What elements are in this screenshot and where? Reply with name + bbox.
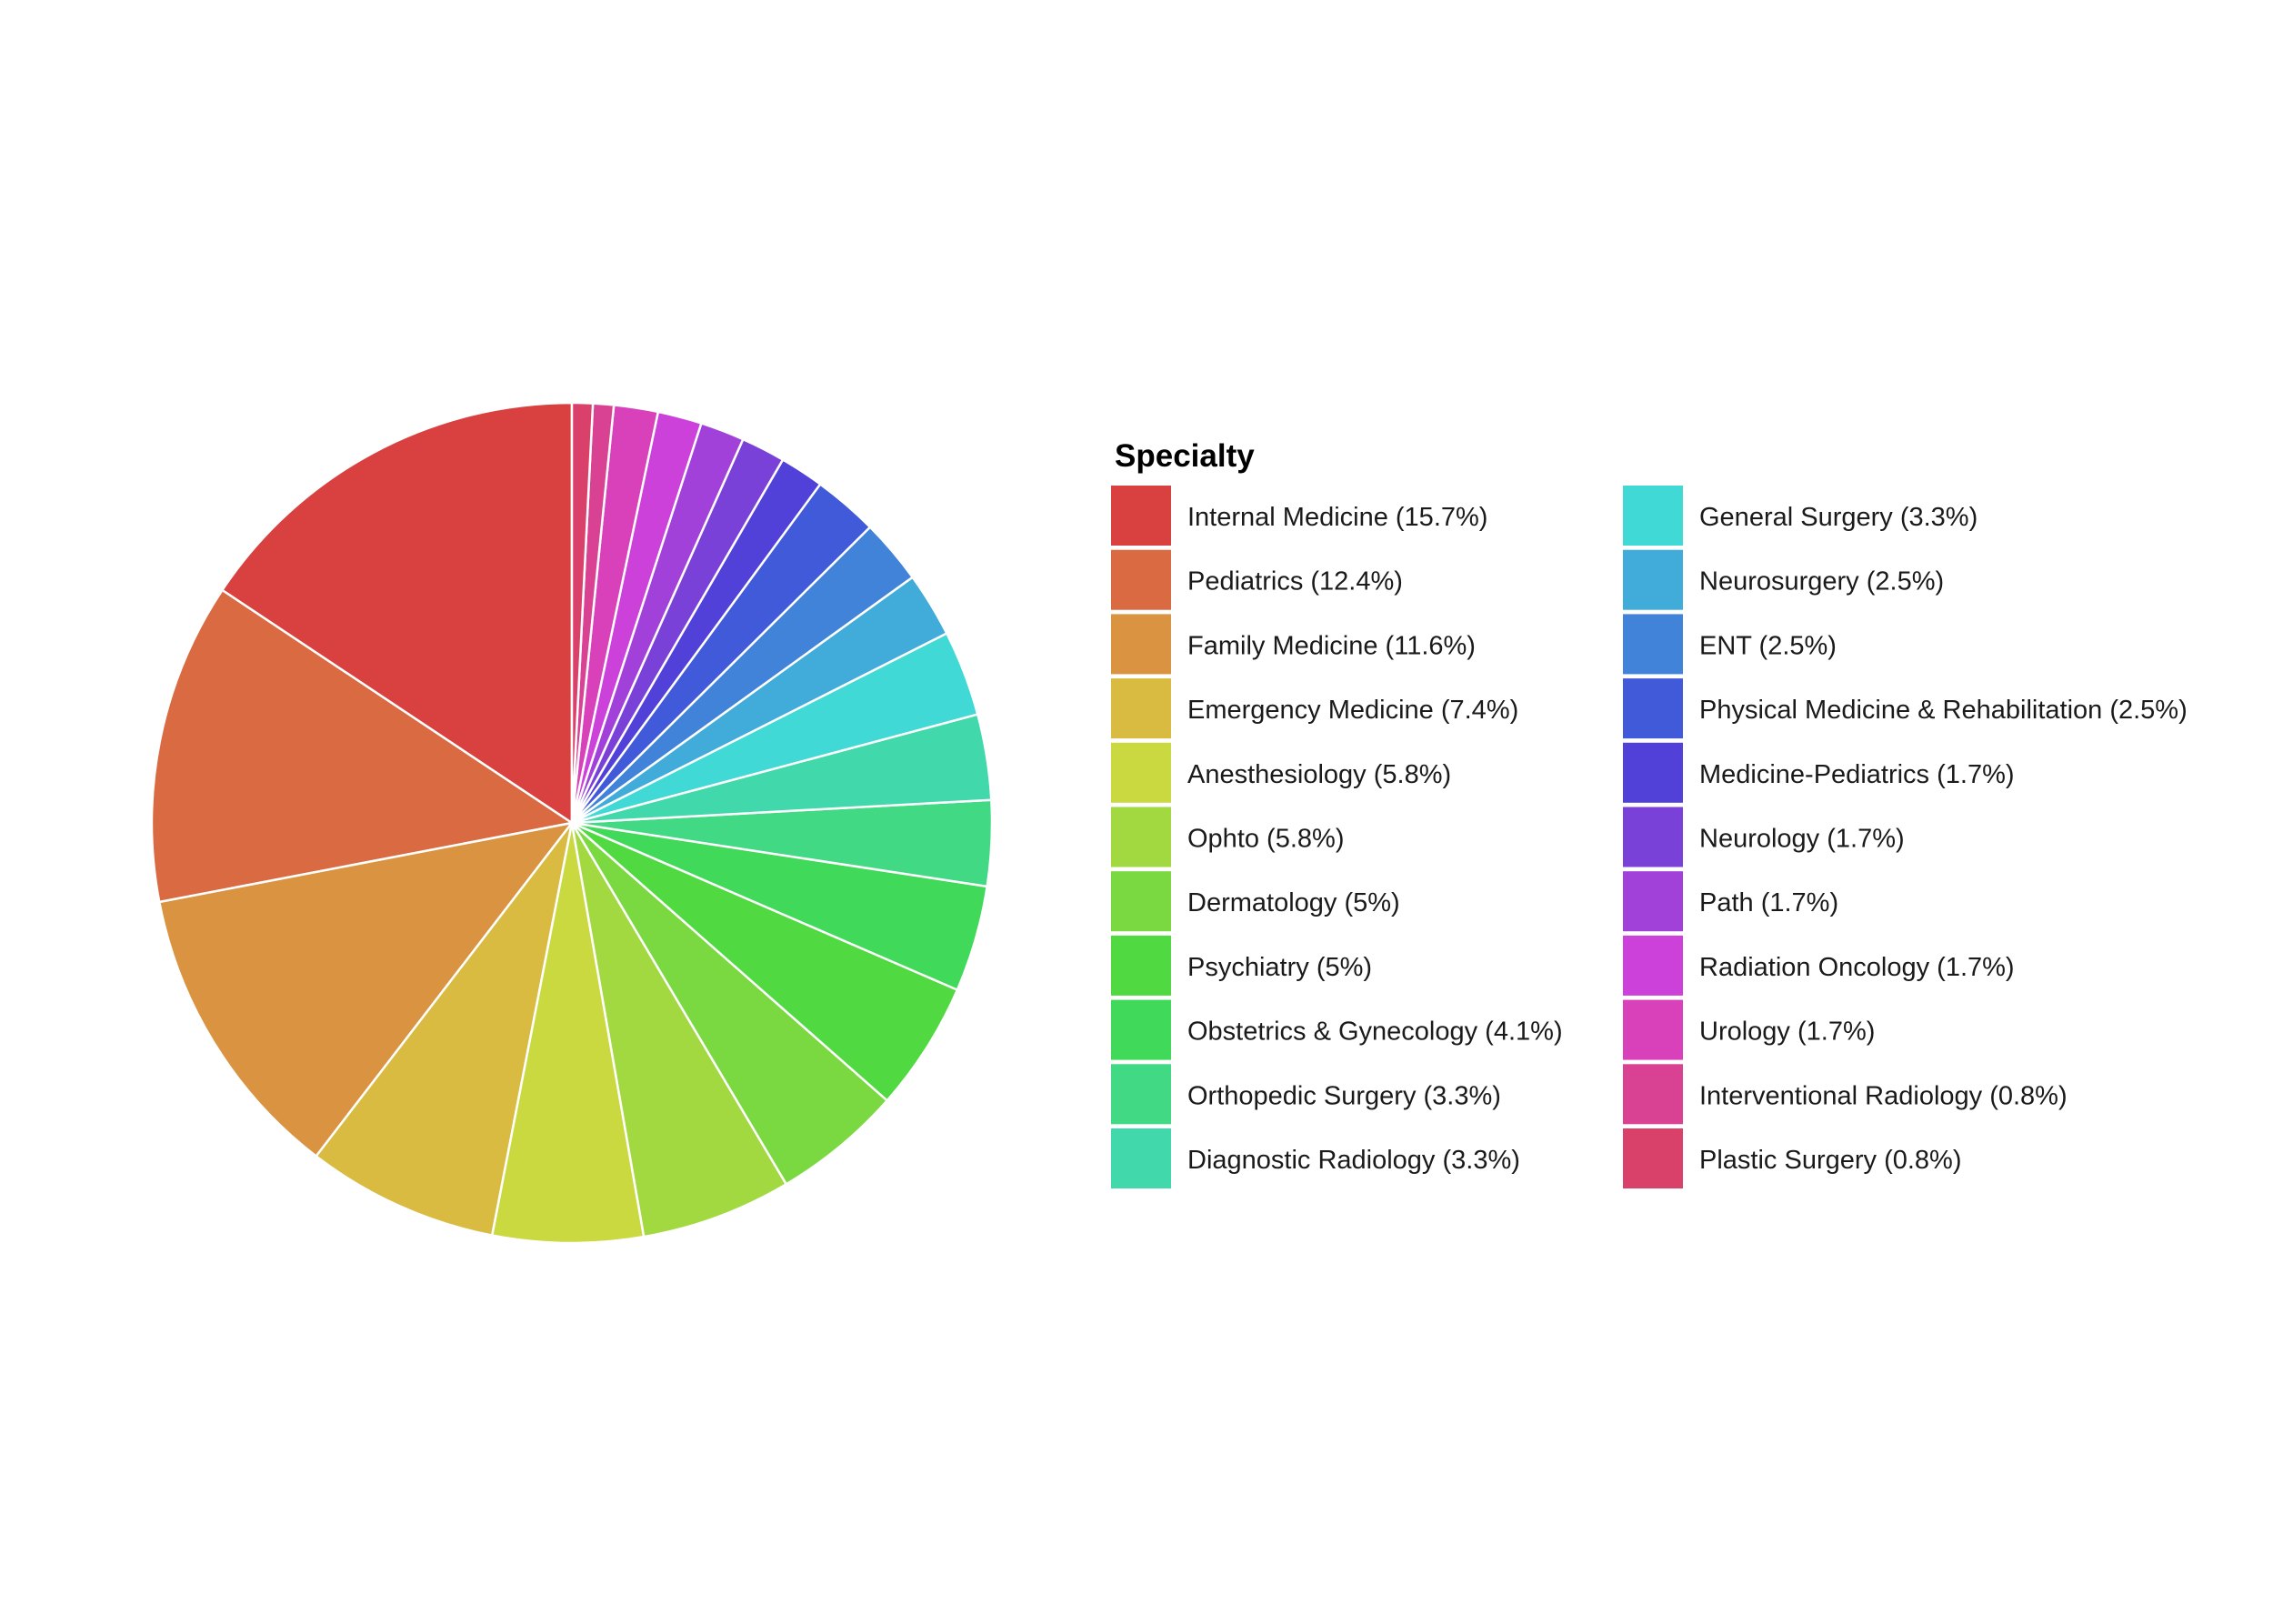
legend-swatch bbox=[1623, 742, 1683, 803]
legend-label: Path (1.7%) bbox=[1699, 888, 1838, 917]
pie-slice bbox=[491, 821, 646, 1245]
pie-slice bbox=[570, 821, 888, 1186]
legend-swatch bbox=[1111, 1064, 1171, 1125]
legend-label: Neurosurgery (2.5%) bbox=[1699, 567, 1944, 596]
pie-slices bbox=[150, 401, 994, 1245]
pie-slice bbox=[315, 821, 574, 1237]
pie-slice bbox=[570, 401, 595, 825]
legend-label: Ophto (5.8%) bbox=[1187, 825, 1344, 854]
legend-swatch bbox=[1623, 1128, 1683, 1188]
legend-swatch bbox=[1111, 999, 1171, 1060]
legend-item: Emergency Medicine (7.4%) bbox=[1111, 678, 1518, 739]
legend-swatch bbox=[1623, 1064, 1683, 1125]
legend-title: Specialty bbox=[1115, 438, 1255, 474]
legend-item: General Surgery (3.3%) bbox=[1623, 486, 1978, 546]
legend-item: Plastic Surgery (0.8%) bbox=[1623, 1128, 1962, 1188]
legend-item: Pediatrics (12.4%) bbox=[1111, 549, 1403, 610]
legend-item: Radiation Oncology (1.7%) bbox=[1623, 935, 2015, 996]
pie-slice bbox=[150, 588, 574, 904]
legend-label: Dermatology (5%) bbox=[1187, 888, 1400, 917]
legend-swatch bbox=[1111, 486, 1171, 546]
legend-item: Path (1.7%) bbox=[1623, 871, 1838, 932]
legend-label: Internal Medicine (15.7%) bbox=[1187, 503, 1487, 532]
legend-label: Pediatrics (12.4%) bbox=[1187, 567, 1403, 596]
legend-label: Orthopedic Surgery (3.3%) bbox=[1187, 1081, 1501, 1110]
pie-slice bbox=[221, 401, 574, 825]
legend-item: Physical Medicine & Rehabilitation (2.5%… bbox=[1623, 678, 2188, 739]
legend-item: Obstetrics & Gynecology (4.1%) bbox=[1111, 999, 1563, 1060]
legend-label: Interventional Radiology (0.8%) bbox=[1699, 1081, 2068, 1110]
legend-label: Psychiatry (5%) bbox=[1187, 953, 1372, 982]
legend-label: Neurology (1.7%) bbox=[1699, 825, 1905, 854]
legend-item: Diagnostic Radiology (3.3%) bbox=[1111, 1128, 1520, 1188]
legend-label: ENT (2.5%) bbox=[1699, 631, 1837, 660]
legend-swatch bbox=[1623, 871, 1683, 932]
legend-item: Psychiatry (5%) bbox=[1111, 935, 1372, 996]
pie-slice bbox=[158, 821, 574, 1158]
legend-label: Plastic Surgery (0.8%) bbox=[1699, 1146, 1962, 1175]
legend-item: Family Medicine (11.6%) bbox=[1111, 614, 1476, 675]
legend-label: Physical Medicine & Rehabilitation (2.5%… bbox=[1699, 696, 2188, 725]
legend-item: Urology (1.7%) bbox=[1623, 999, 1875, 1060]
legend-swatch bbox=[1111, 614, 1171, 675]
legend-label: Medicine-Pediatrics (1.7%) bbox=[1699, 760, 2015, 789]
legend-swatch bbox=[1111, 742, 1171, 803]
pie-slice bbox=[570, 821, 959, 1102]
legend-item: Neurology (1.7%) bbox=[1623, 807, 1905, 867]
legend-label: General Surgery (3.3%) bbox=[1699, 503, 1978, 532]
legend-label: Obstetrics & Gynecology (4.1%) bbox=[1187, 1018, 1563, 1047]
legend-swatch bbox=[1111, 678, 1171, 739]
legend-swatch bbox=[1111, 871, 1171, 932]
legend-item: Orthopedic Surgery (3.3%) bbox=[1111, 1064, 1501, 1125]
legend-label: Anesthesiology (5.8%) bbox=[1187, 760, 1451, 789]
legend-items: Internal Medicine (15.7%) Pediatrics (12.… bbox=[1111, 486, 2188, 1188]
legend-swatch bbox=[1623, 486, 1683, 546]
legend-label: Urology (1.7%) bbox=[1699, 1018, 1875, 1047]
legend-swatch bbox=[1111, 807, 1171, 867]
legend-swatch bbox=[1111, 549, 1171, 610]
legend-item: Anesthesiology (5.8%) bbox=[1111, 742, 1451, 803]
legend-item: Interventional Radiology (0.8%) bbox=[1623, 1064, 2068, 1125]
legend-swatch bbox=[1623, 678, 1683, 739]
legend-swatch bbox=[1623, 549, 1683, 610]
legend: Specialty Internal Medicine (15.7%) Pedia… bbox=[1111, 438, 2188, 1188]
legend-label: Family Medicine (11.6%) bbox=[1187, 631, 1476, 660]
legend-item: Dermatology (5%) bbox=[1111, 871, 1400, 932]
legend-label: Radiation Oncology (1.7%) bbox=[1699, 953, 2015, 982]
legend-label: Emergency Medicine (7.4%) bbox=[1187, 696, 1518, 725]
legend-swatch bbox=[1623, 807, 1683, 867]
legend-swatch bbox=[1623, 935, 1683, 996]
legend-label: Diagnostic Radiology (3.3%) bbox=[1187, 1146, 1520, 1175]
legend-item: Internal Medicine (15.7%) bbox=[1111, 486, 1487, 546]
legend-swatch bbox=[1111, 935, 1171, 996]
legend-swatch bbox=[1623, 999, 1683, 1060]
legend-item: Neurosurgery (2.5%) bbox=[1623, 549, 1944, 610]
legend-item: Ophto (5.8%) bbox=[1111, 807, 1344, 867]
legend-item: ENT (2.5%) bbox=[1623, 614, 1837, 675]
pie-slice bbox=[570, 821, 788, 1238]
legend-swatch bbox=[1111, 1128, 1171, 1188]
legend-item: Medicine-Pediatrics (1.7%) bbox=[1623, 742, 2015, 803]
legend-swatch bbox=[1623, 614, 1683, 675]
